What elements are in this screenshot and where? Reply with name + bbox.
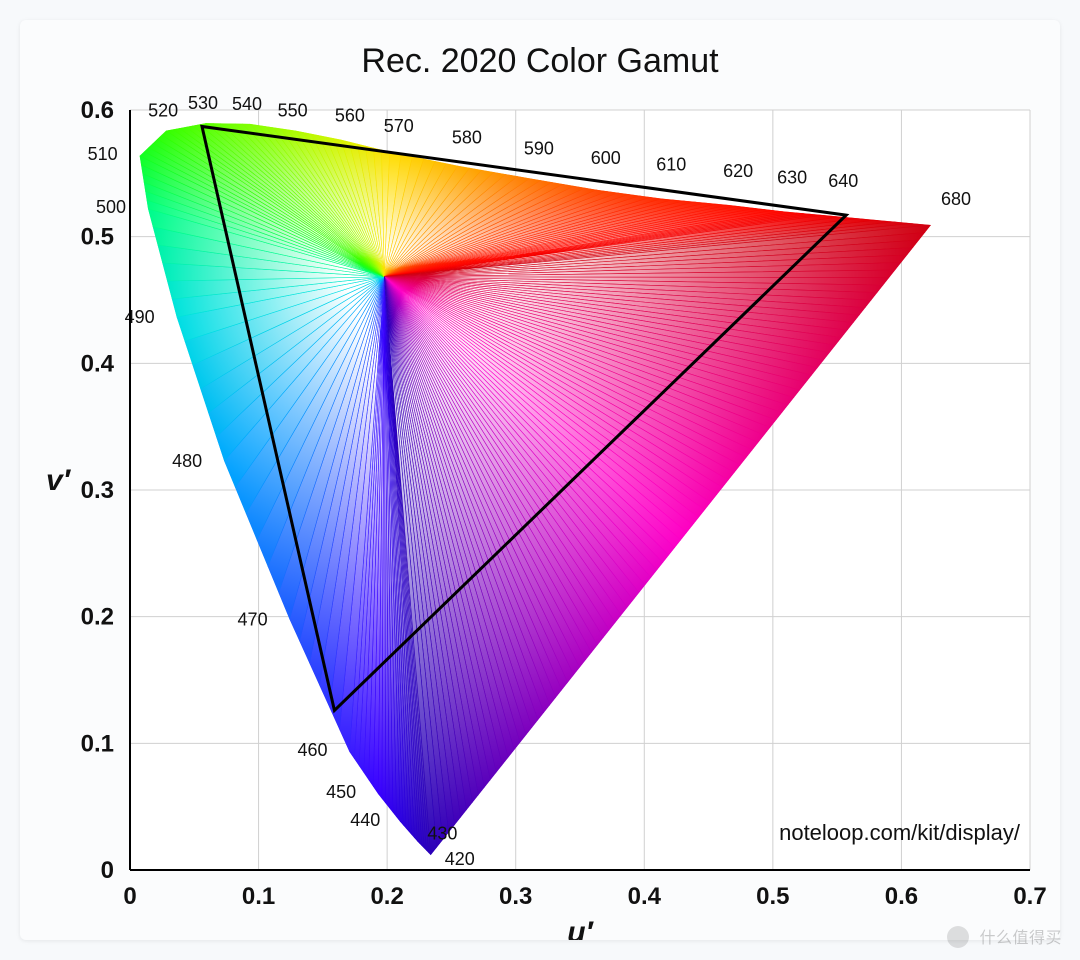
x-tick-labels: 0 0.1 0.2 0.3 0.4 0.5 0.6 0.7 <box>123 883 1046 910</box>
x-tick: 0.5 <box>756 883 789 910</box>
x-tick: 0.4 <box>628 883 662 910</box>
x-tick: 0.6 <box>885 883 918 910</box>
x-tick: 0.3 <box>499 883 532 910</box>
wavelength-530: 530 <box>188 93 218 113</box>
wavelength-500: 500 <box>96 197 126 217</box>
wavelength-680: 680 <box>941 189 971 209</box>
wavelength-470: 470 <box>238 609 268 629</box>
x-tick: 0.1 <box>242 883 275 910</box>
x-tick: 0 <box>123 883 136 910</box>
y-tick: 0.1 <box>81 730 114 757</box>
wavelength-480: 480 <box>172 451 202 471</box>
wavelength-420: 420 <box>445 849 475 869</box>
wavelength-570: 570 <box>384 116 414 136</box>
wavelength-590: 590 <box>524 138 554 158</box>
x-tick: 0.7 <box>1013 883 1046 910</box>
wavelength-510: 510 <box>88 144 118 164</box>
y-tick: 0.3 <box>81 477 114 504</box>
chart-card: Rec. 2020 Color Gamut 420 430 440 450 460 470… <box>20 20 1060 940</box>
chromaticity-chart: Rec. 2020 Color Gamut 420 430 440 450 460 470… <box>20 20 1060 940</box>
wavelength-430: 430 <box>427 823 457 843</box>
wavelength-610: 610 <box>656 155 686 175</box>
wavelength-630: 630 <box>777 167 807 187</box>
x-axis-label: u′ <box>567 916 594 940</box>
wavelength-520: 520 <box>148 101 178 121</box>
y-tick: 0.2 <box>81 604 114 631</box>
wavelength-620: 620 <box>723 161 753 181</box>
x-tick: 0.2 <box>370 883 403 910</box>
wavelength-450: 450 <box>326 782 356 802</box>
y-tick: 0 <box>101 857 114 884</box>
wavelength-440: 440 <box>350 810 380 830</box>
wavelength-550: 550 <box>278 101 308 121</box>
chart-title: Rec. 2020 Color Gamut <box>361 42 719 80</box>
y-tick: 0.5 <box>81 224 114 251</box>
wavelength-560: 560 <box>335 106 365 126</box>
wavelength-580: 580 <box>452 128 482 148</box>
y-tick: 0.4 <box>81 350 115 377</box>
credit-text: noteloop.com/kit/display/ <box>779 820 1021 845</box>
wavelength-640: 640 <box>828 171 858 191</box>
wavelength-460: 460 <box>297 740 327 760</box>
wavelength-540: 540 <box>232 94 262 114</box>
y-tick: 0.6 <box>81 97 114 124</box>
y-axis-label: v′ <box>46 464 72 497</box>
wavelength-600: 600 <box>591 148 621 168</box>
